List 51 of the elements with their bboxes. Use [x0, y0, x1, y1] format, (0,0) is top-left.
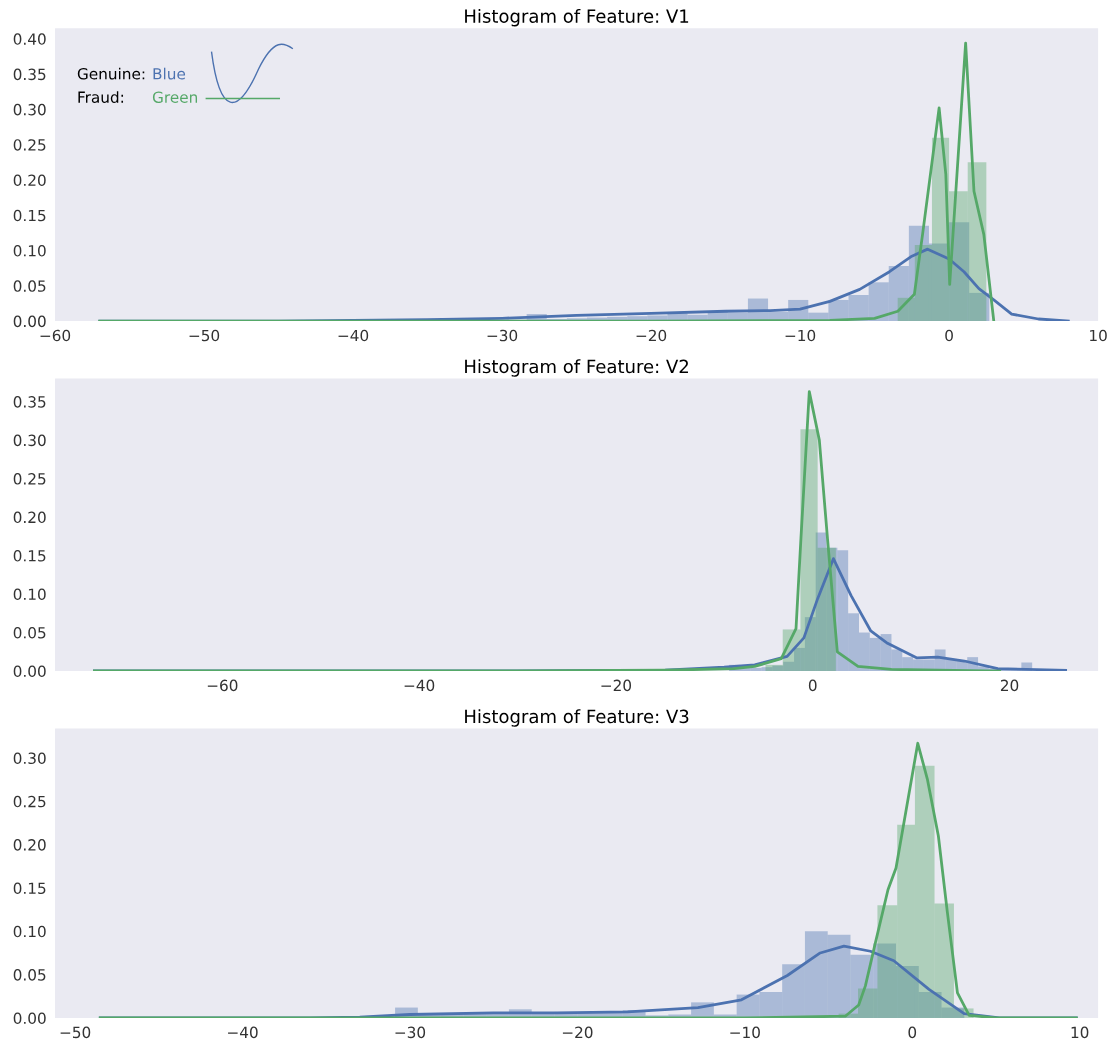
chart-title: Histogram of Feature: V3 — [465, 709, 689, 727]
y-tick-label: 0.20 — [13, 839, 46, 851]
y-tick-label: 0.25 — [13, 139, 46, 151]
x-tick-label: 10 — [1090, 329, 1107, 342]
y-tick-label: 0.15 — [13, 550, 46, 562]
annotation: Genuine: — [77, 67, 145, 80]
y-tick-label: 0.10 — [13, 245, 46, 257]
y-tick-label: 0.30 — [13, 103, 46, 116]
x-tick-label: −60 — [40, 329, 71, 342]
y-tick-label: 0.00 — [13, 315, 46, 328]
x-tick-label: −50 — [60, 1026, 91, 1039]
y-tick-label: 0.25 — [13, 473, 46, 485]
x-tick-label: −20 — [562, 1026, 593, 1039]
y-tick-label: 0.30 — [13, 752, 46, 765]
y-tick-label: 0.35 — [13, 68, 46, 81]
annotation: Blue — [153, 67, 186, 80]
x-tick-label: 0 — [808, 679, 817, 692]
x-tick-label: −30 — [487, 329, 518, 342]
y-tick-label: 0.05 — [13, 626, 46, 639]
y-tick-label: 0.20 — [13, 174, 46, 186]
y-tick-label: 0.25 — [13, 795, 46, 808]
y-tick-label: 0.10 — [13, 925, 46, 938]
y-tick-label: 0.15 — [13, 882, 46, 895]
x-tick-label: −10 — [730, 1026, 760, 1039]
y-tick-label: 0.20 — [13, 511, 46, 524]
annotation: Fraud: — [78, 91, 124, 103]
x-tick-label: −10 — [785, 329, 816, 342]
annotation: Green — [152, 91, 198, 103]
x-tick-label: −20 — [601, 679, 632, 692]
x-tick-label: −50 — [189, 329, 220, 342]
y-tick-label: 0.10 — [13, 588, 46, 601]
y-tick-label: 0.35 — [13, 396, 46, 408]
y-tick-label: 0.05 — [13, 280, 46, 292]
x-tick-label: −40 — [228, 1026, 258, 1039]
y-tick-label: 0.40 — [13, 33, 46, 45]
x-tick-label: 10 — [1071, 1026, 1089, 1039]
y-tick-label: 0.00 — [13, 665, 46, 678]
x-tick-label: 0 — [945, 329, 953, 342]
y-tick-label: 0.15 — [13, 209, 46, 222]
y-tick-label: 0.30 — [13, 434, 46, 447]
x-tick-label: 0 — [908, 1026, 917, 1039]
y-tick-label: 0.05 — [13, 969, 46, 981]
x-tick-label: −60 — [207, 679, 238, 692]
x-tick-label: 20 — [1000, 679, 1019, 692]
y-tick-label: 0.00 — [13, 1012, 46, 1024]
chart-title: Histogram of Feature: V1 — [465, 8, 689, 27]
chart-title: Histogram of Feature: V2 — [465, 359, 688, 377]
x-tick-label: −30 — [395, 1026, 426, 1039]
x-tick-label: −40 — [338, 329, 369, 342]
x-tick-label: −20 — [636, 329, 667, 342]
x-tick-label: −40 — [404, 679, 435, 692]
